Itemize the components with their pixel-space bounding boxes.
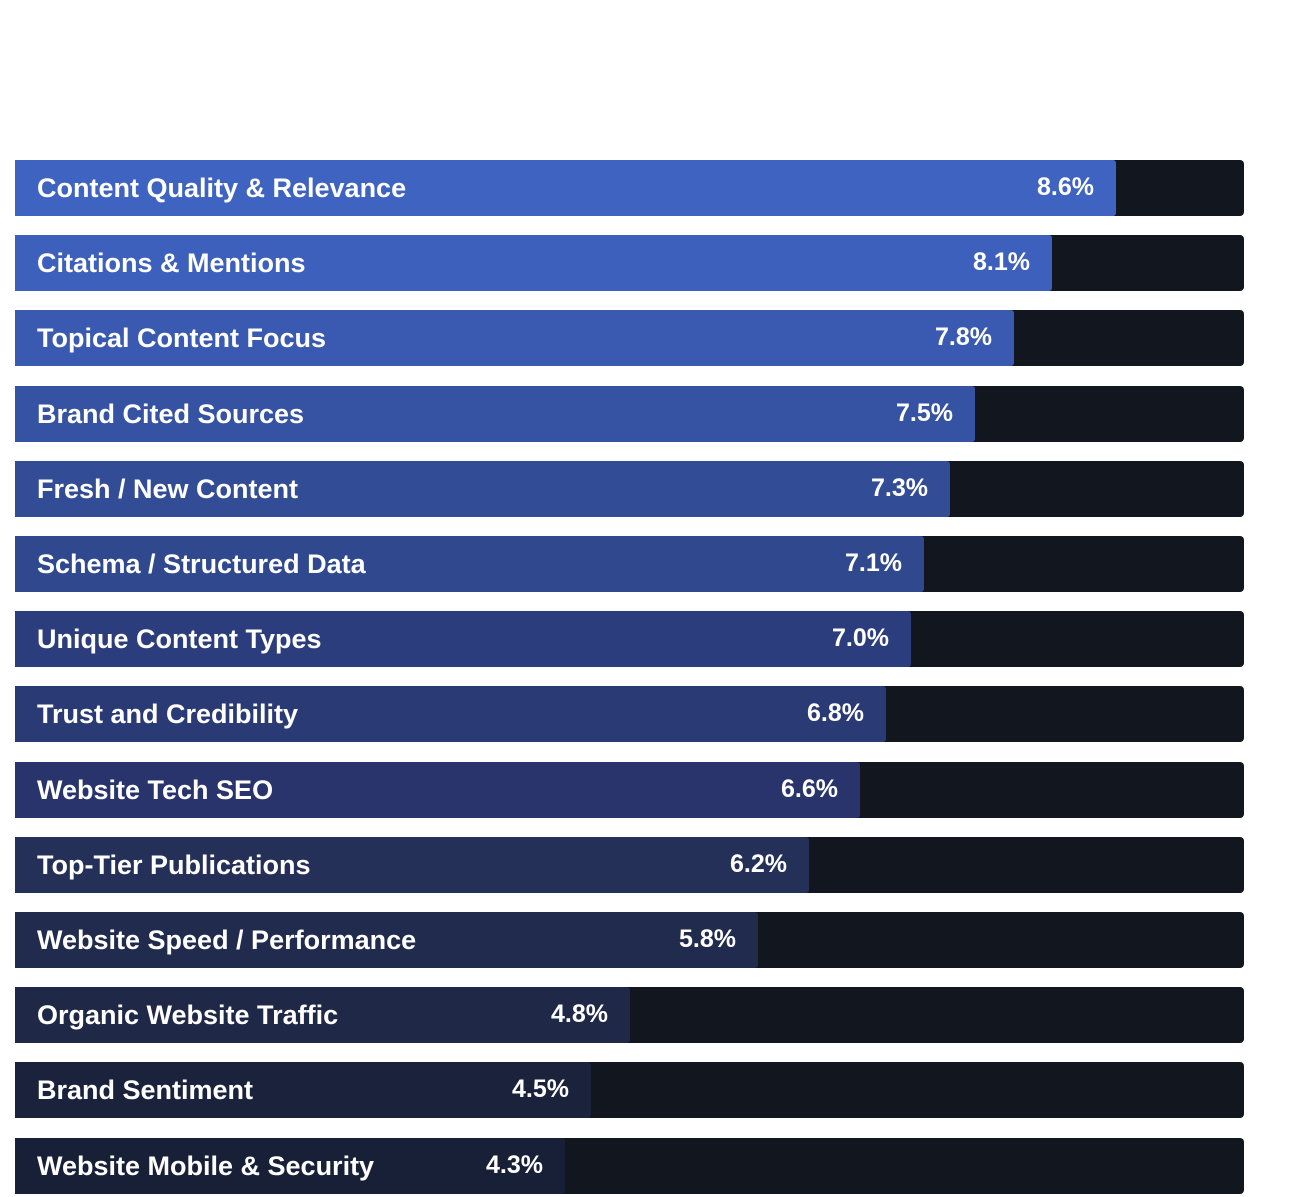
value-label: 7.1% [845, 549, 902, 577]
category-label: Schema / Structured Data [37, 549, 366, 579]
value-label: 8.1% [973, 248, 1030, 276]
value-label: 7.0% [832, 624, 889, 652]
bar-row: Schema / Structured Data 7.1% [15, 536, 1244, 592]
bar [15, 386, 975, 442]
bar [15, 912, 758, 968]
value-label: 7.5% [896, 399, 953, 427]
bar-row: Topical Content Focus 7.8% [15, 310, 1244, 366]
bar-row: Brand Sentiment 4.5% [15, 1062, 1244, 1118]
value-label: 5.8% [679, 925, 736, 953]
bar [15, 235, 1052, 291]
bar-row: Fresh / New Content 7.3% [15, 461, 1244, 517]
category-label: Unique Content Types [37, 624, 322, 654]
bar [15, 160, 1116, 216]
bar [15, 987, 630, 1043]
bar-row: Trust and Credibility 6.8% [15, 686, 1244, 742]
value-label: 8.6% [1037, 173, 1094, 201]
bar [15, 536, 924, 592]
category-label: Fresh / New Content [37, 474, 299, 504]
value-label: 7.3% [871, 474, 928, 502]
value-label: 6.8% [807, 699, 864, 727]
value-label: 6.2% [730, 850, 787, 878]
category-label: Top-Tier Publications [37, 850, 311, 880]
category-label: Website Speed / Performance [37, 925, 417, 955]
bar [15, 611, 911, 667]
bar-row: Content Quality & Relevance 8.6% [15, 160, 1244, 216]
category-label: Website Tech SEO [37, 775, 274, 805]
value-label: 4.5% [512, 1075, 569, 1103]
value-label: 4.3% [486, 1151, 543, 1179]
category-label: Topical Content Focus [37, 323, 326, 353]
category-label: Brand Sentiment [37, 1075, 254, 1105]
category-label: Brand Cited Sources [37, 399, 305, 429]
value-label: 4.8% [551, 1000, 608, 1028]
bar-row: Top-Tier Publications 6.2% [15, 837, 1244, 893]
category-label: Trust and Credibility [37, 699, 299, 729]
bar [15, 837, 809, 893]
bar-row: Website Mobile & Security 4.3% [15, 1138, 1244, 1194]
bar [15, 762, 860, 818]
bar-row: Unique Content Types 7.0% [15, 611, 1244, 667]
bar-row: Website Speed / Performance 5.8% [15, 912, 1244, 968]
bar [15, 310, 1014, 366]
category-label: Citations & Mentions [37, 248, 306, 278]
bar [15, 1138, 565, 1194]
bar-row: Brand Cited Sources 7.5% [15, 386, 1244, 442]
bar-row: Citations & Mentions 8.1% [15, 235, 1244, 291]
value-label: 6.6% [781, 775, 838, 803]
bar [15, 686, 886, 742]
category-label: Content Quality & Relevance [37, 173, 407, 203]
bar-row: Website Tech SEO 6.6% [15, 762, 1244, 818]
bar [15, 1062, 591, 1118]
value-label: 7.8% [935, 323, 992, 351]
category-label: Organic Website Traffic [37, 1000, 339, 1030]
category-label: Website Mobile & Security [37, 1151, 375, 1181]
bar [15, 461, 950, 517]
bar-row: Organic Website Traffic 4.8% [15, 987, 1244, 1043]
